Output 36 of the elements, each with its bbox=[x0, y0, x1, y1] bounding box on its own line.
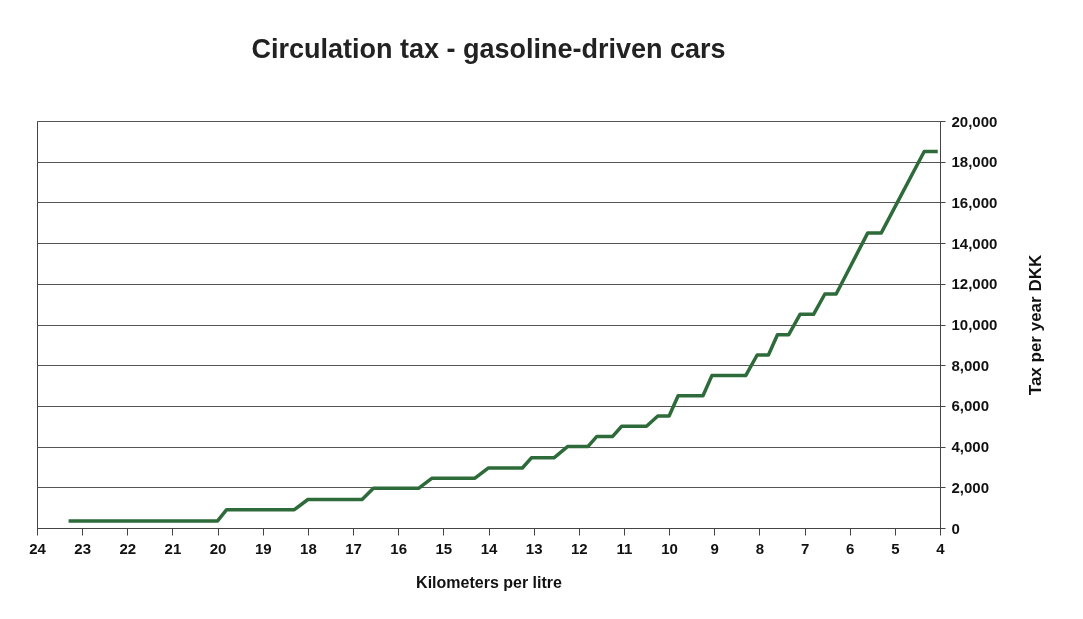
x-tick-label: 7 bbox=[800, 539, 810, 557]
x-tick-label: 18 bbox=[300, 539, 317, 557]
x-tick-label: 11 bbox=[616, 539, 633, 557]
x-tick-label: 6 bbox=[846, 539, 855, 557]
x-tick-label: 23 bbox=[74, 539, 91, 557]
x-tick-label: 24 bbox=[29, 539, 47, 557]
x-tick-label: 20 bbox=[209, 539, 227, 557]
x-tick-label: 17 bbox=[345, 539, 362, 557]
x-tick-label: 21 bbox=[164, 539, 182, 557]
y-tick-label: 18,000 bbox=[951, 153, 998, 171]
x-tick-label: 13 bbox=[525, 539, 543, 557]
x-tick-label: 4 bbox=[936, 539, 946, 557]
x-tick-label: 15 bbox=[435, 539, 453, 557]
y-axis-title: Tax per year DKK bbox=[1025, 254, 1045, 396]
chart-title: Circulation tax - gasoline-driven cars bbox=[251, 34, 726, 64]
y-tick-label: 12,000 bbox=[951, 275, 998, 293]
y-tick-label: 20,000 bbox=[951, 112, 998, 130]
line-series bbox=[66, 149, 940, 523]
x-tick-label: 10 bbox=[661, 539, 678, 557]
y-tick-label: 0 bbox=[951, 519, 960, 537]
y-tick-label: 4,000 bbox=[951, 438, 990, 456]
y-tick-label: 10,000 bbox=[951, 316, 998, 333]
x-tick-label: 14 bbox=[480, 539, 498, 557]
x-tick-label: 22 bbox=[119, 539, 137, 557]
y-tick-label: 6,000 bbox=[951, 397, 990, 415]
x-tick-label: 9 bbox=[710, 539, 719, 557]
y-tick-label: 16,000 bbox=[951, 193, 998, 211]
y-tick-label: 2,000 bbox=[951, 478, 990, 496]
y-tick-label: 8,000 bbox=[951, 356, 990, 374]
x-axis-title: Kilometers per litre bbox=[416, 573, 563, 591]
x-tick-label: 19 bbox=[254, 539, 272, 557]
y-tick-label: 14,000 bbox=[951, 234, 998, 252]
x-tick-label: 5 bbox=[891, 539, 900, 557]
x-tick-label: 12 bbox=[570, 539, 588, 557]
x-tick-label: 16 bbox=[390, 539, 408, 557]
x-tick-label: 8 bbox=[755, 539, 765, 557]
